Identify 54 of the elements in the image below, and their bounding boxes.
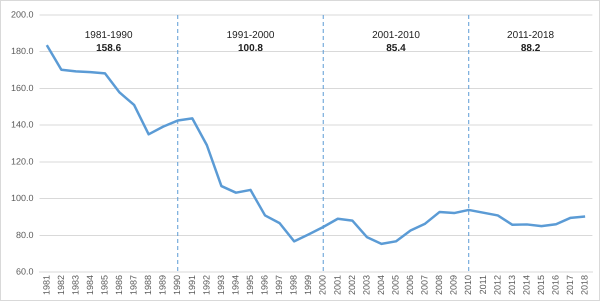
x-tick-label: 2003 xyxy=(361,274,372,296)
x-tick-label: 2000 xyxy=(318,274,328,296)
x-tick-label: 1997 xyxy=(274,274,284,296)
x-tick-label: 2004 xyxy=(376,274,386,296)
x-tick-label: 1986 xyxy=(114,274,124,296)
x-tick-label: 1984 xyxy=(84,274,95,296)
x-tick-label: 2011 xyxy=(478,274,488,294)
y-tick-label: 180.0 xyxy=(10,46,34,56)
y-tick-label: 200.0 xyxy=(10,9,34,20)
x-tick-label: 1993 xyxy=(216,274,226,296)
y-tick-label: 100.0 xyxy=(10,193,34,204)
x-tick-label: 2009 xyxy=(448,274,459,296)
annotation: 158.6 xyxy=(96,43,122,54)
x-tick-label: 2018 xyxy=(580,274,590,296)
x-tick-label: 2007 xyxy=(420,274,430,296)
y-tick-label: 160.0 xyxy=(10,82,34,93)
x-tick-label: 2016 xyxy=(550,274,561,296)
x-tick-label: 1990 xyxy=(172,274,182,296)
x-tick-label: 1981 xyxy=(41,274,52,296)
annotation: 2001-2010 xyxy=(372,30,420,41)
x-tick-label: 1989 xyxy=(158,274,168,296)
y-tick-label: 80.0 xyxy=(16,230,34,240)
y-tick-label: 120.0 xyxy=(10,156,34,166)
y-tick-label: 60.0 xyxy=(16,266,34,276)
x-tick-label: 1982 xyxy=(56,274,66,296)
x-tick-label: 2001 xyxy=(332,274,342,296)
x-tick-label: 2010 xyxy=(463,274,474,296)
x-tick-label: 1992 xyxy=(201,274,212,296)
x-tick-label: 2017 xyxy=(565,274,576,296)
x-tick-label: 1987 xyxy=(128,274,139,296)
x-tick-label: 2008 xyxy=(434,274,444,296)
x-tick-label: 1983 xyxy=(70,274,80,296)
annotation: 1991-2000 xyxy=(226,30,275,41)
x-tick-label: 2012 xyxy=(492,274,502,296)
annotation: 2011-2018 xyxy=(507,30,555,41)
x-tick-label: 1996 xyxy=(260,274,270,296)
annotation: 100.8 xyxy=(238,43,264,54)
x-tick-label: 2006 xyxy=(405,274,416,296)
y-tick-label: 140.0 xyxy=(10,120,34,130)
x-tick-label: 1991 xyxy=(186,274,197,296)
x-tick-label: 1988 xyxy=(143,274,154,296)
x-tick-label: 2013 xyxy=(506,274,517,296)
x-tick-label: 2005 xyxy=(390,274,400,296)
x-tick-label: 1999 xyxy=(303,274,314,296)
x-tick-label: 1995 xyxy=(244,274,255,296)
x-tick-label: 1985 xyxy=(99,274,110,296)
annotation: 1981-1990 xyxy=(84,30,133,41)
x-tick-label: 1994 xyxy=(230,274,240,296)
annotation: 88.2 xyxy=(520,43,541,54)
x-tick-label: 2002 xyxy=(346,274,357,296)
x-tick-label: 1998 xyxy=(288,274,299,296)
x-tick-label: 2014 xyxy=(521,274,532,296)
annotation: 85.4 xyxy=(386,43,406,54)
x-tick-label: 2015 xyxy=(536,274,546,296)
